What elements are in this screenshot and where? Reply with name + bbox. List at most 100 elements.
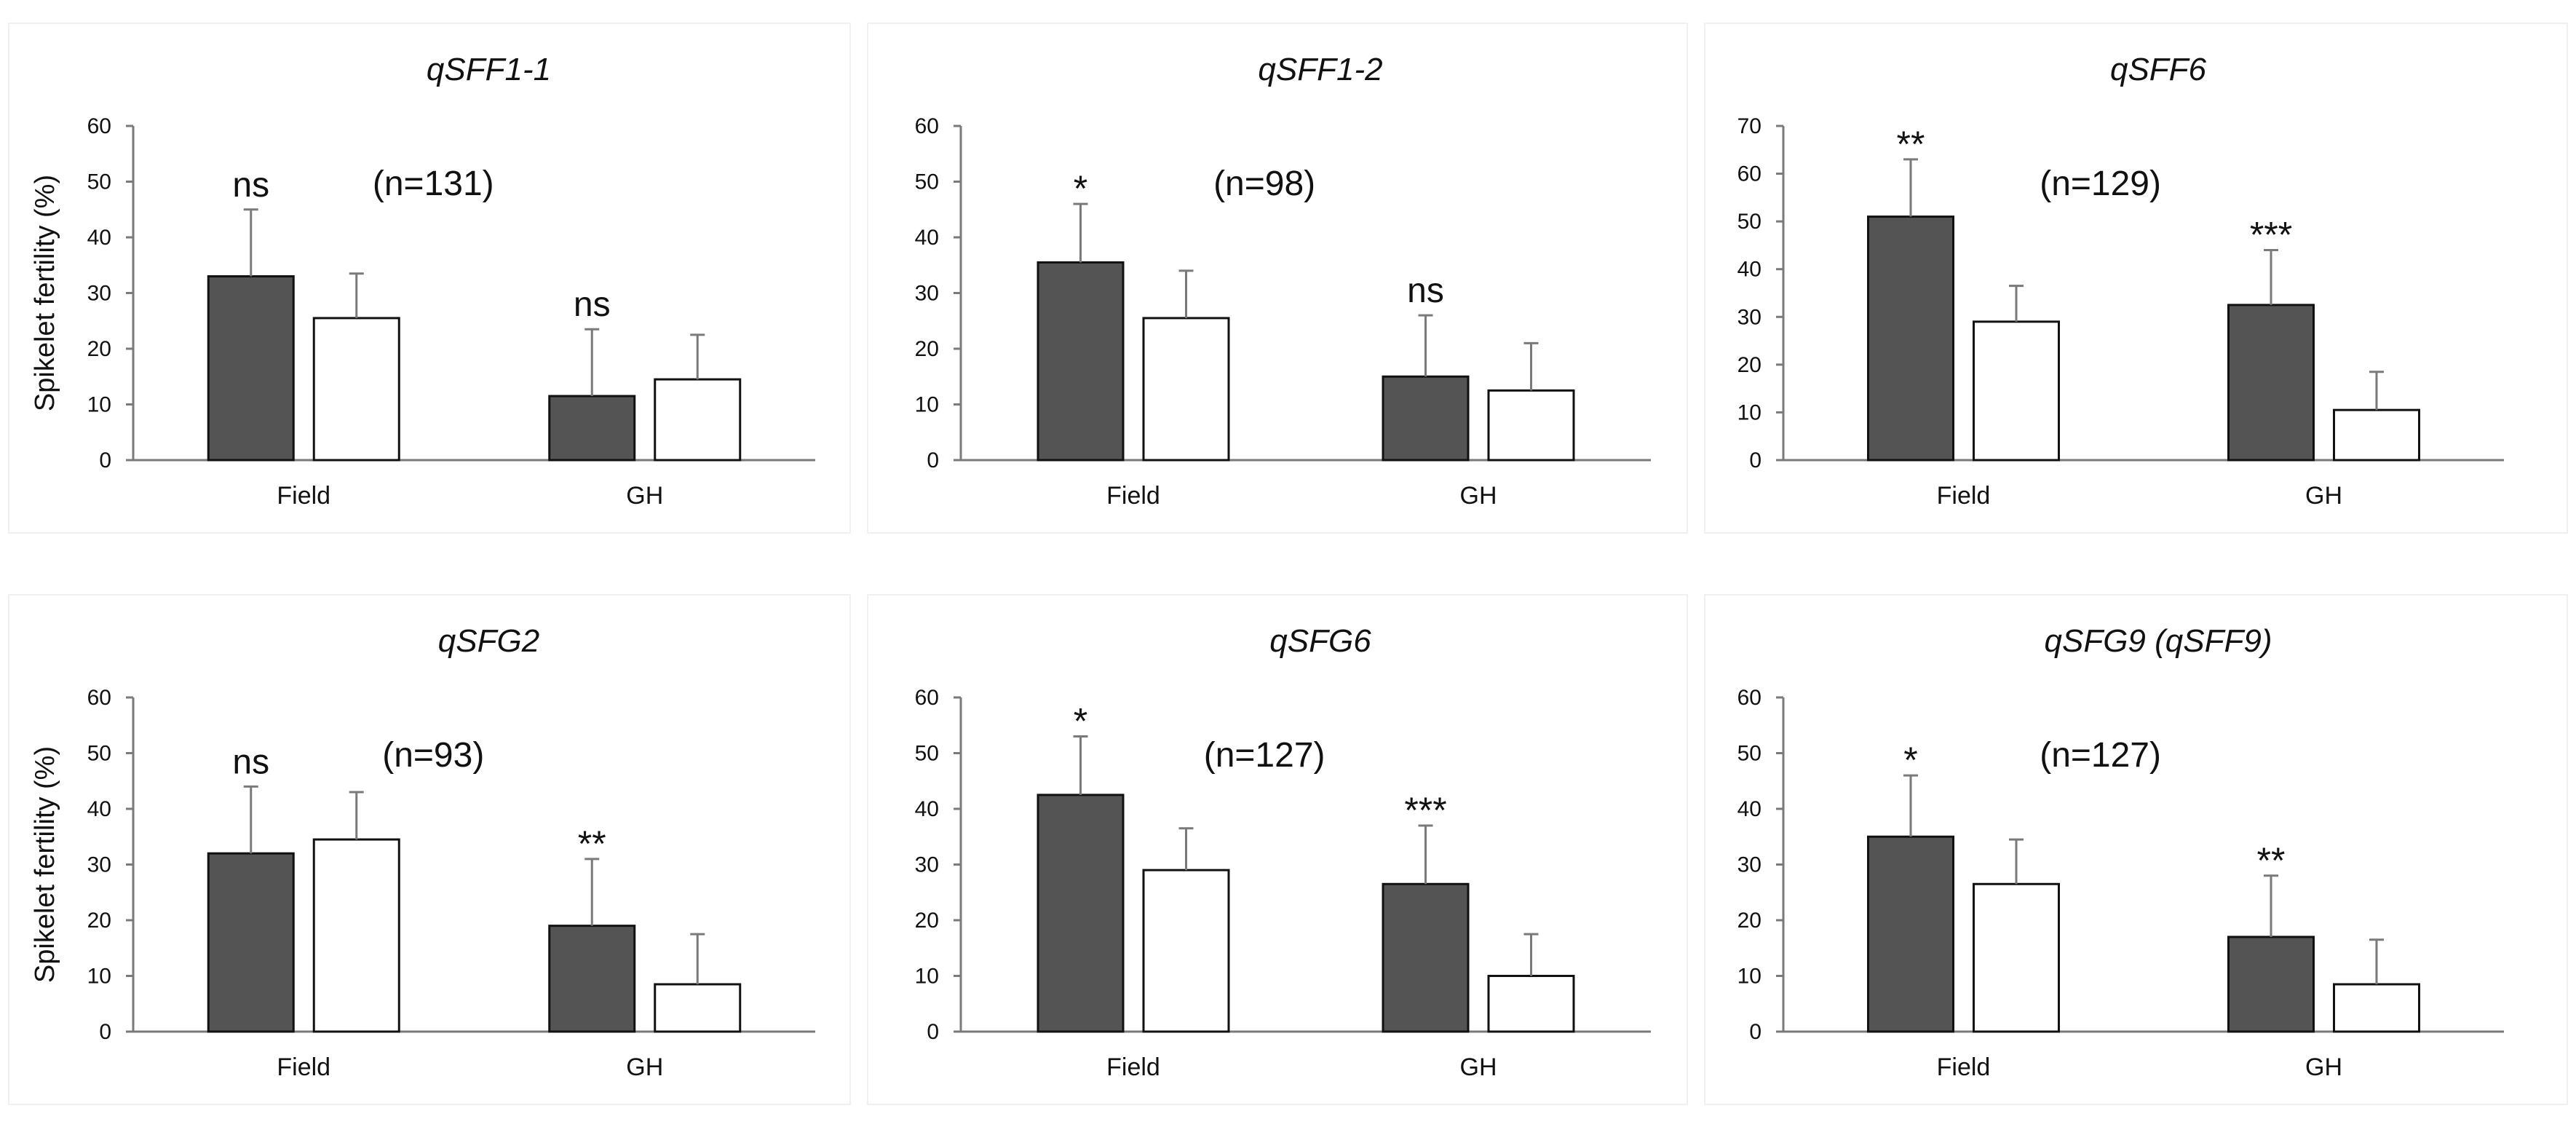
chart-panel-qSFF1-1: qSFF1-1 (n=131) Spikelet fertility (%) 0 10 2…	[8, 23, 851, 534]
bar-dark-field	[207, 852, 295, 1033]
sample-size-label: (n=98)	[1213, 165, 1315, 203]
y-tick-label: 60	[915, 114, 939, 138]
y-tick-label: 20	[87, 909, 111, 933]
significance-label: ns	[232, 743, 269, 781]
x-category-label: Field	[277, 1053, 330, 1081]
sample-size-label: (n=129)	[2040, 165, 2161, 203]
y-tick-label: 10	[1737, 965, 1761, 989]
y-tick-label: 0	[99, 1020, 111, 1044]
y-tick-label: 50	[1737, 210, 1761, 234]
y-tick-label: 50	[1737, 742, 1761, 766]
significance-label: *	[1074, 168, 1087, 209]
significance-label: ns	[574, 285, 611, 324]
y-axis-label: Spikelet fertility (%)	[30, 175, 60, 411]
y-tick-label: 40	[87, 797, 111, 821]
bar-dark-field	[1037, 261, 1125, 462]
y-tick-label: 10	[915, 393, 939, 417]
significance-label: ***	[1404, 790, 1446, 831]
x-category-label: GH	[2305, 1053, 2342, 1081]
bar-dark-field	[1867, 215, 1954, 462]
significance-label: ns	[232, 166, 269, 205]
sample-size-label: (n=127)	[2040, 736, 2161, 775]
significance-label: *	[1903, 740, 1917, 780]
y-tick-label: 0	[1749, 1020, 1761, 1044]
chart-title: qSFF1-1	[427, 52, 551, 87]
y-tick-label: 30	[1737, 305, 1761, 329]
y-tick-label: 10	[87, 965, 111, 989]
y-tick-label: 10	[1737, 400, 1761, 424]
x-category-label: GH	[1460, 482, 1497, 510]
bar-dark-gh	[2227, 304, 2315, 462]
y-axis-label: Spikelet fertility (%)	[30, 746, 60, 983]
bar-white-field	[1973, 882, 2060, 1033]
y-tick-label: 40	[915, 797, 939, 821]
bar-white-field	[1142, 869, 1230, 1033]
y-tick-label: 30	[87, 853, 111, 877]
sample-size-label: (n=93)	[382, 736, 484, 775]
y-tick-label: 60	[1737, 162, 1761, 186]
y-tick-label: 30	[1737, 853, 1761, 877]
chart-title: qSFF6	[2110, 52, 2207, 87]
y-tick-label: 10	[87, 393, 111, 417]
chart-title: qSFG6	[1269, 623, 1371, 659]
chart-title: qSFG2	[438, 623, 539, 659]
x-category-label: GH	[626, 482, 663, 510]
chart-panel-qSFF6: qSFF6 (n=129) 0 10 20 30 40 50 60 70 ** Field *** GH	[1704, 23, 2568, 534]
panel-frame	[1704, 594, 2568, 1105]
significance-label: ***	[2250, 214, 2292, 255]
chart-title: qSFF1-2	[1258, 52, 1382, 87]
x-category-label: GH	[626, 1053, 663, 1081]
y-tick-label: 0	[927, 1020, 939, 1044]
chart-panel-qSFF1-2: qSFF1-2 (n=98) 0 10 20 30 40 50 60 * Field ns GH	[867, 23, 1688, 534]
bar-white-gh	[654, 983, 742, 1033]
sample-size-label: (n=127)	[1204, 736, 1325, 775]
significance-label: *	[1074, 701, 1087, 742]
y-tick-label: 20	[1737, 909, 1761, 933]
y-tick-label: 50	[915, 170, 939, 194]
y-tick-label: 20	[87, 337, 111, 361]
x-category-label: Field	[1106, 1053, 1160, 1081]
y-tick-label: 30	[915, 853, 939, 877]
chart-title: qSFG9 (qSFF9)	[2045, 623, 2272, 659]
y-tick-label: 50	[87, 170, 111, 194]
bar-dark-field	[207, 275, 295, 462]
bar-white-gh	[2333, 408, 2420, 462]
y-tick-label: 40	[1737, 797, 1761, 821]
bar-dark-gh	[548, 925, 636, 1033]
x-category-label: GH	[2305, 482, 2342, 510]
y-tick-label: 20	[915, 337, 939, 361]
significance-label: ns	[1407, 272, 1444, 310]
significance-label: **	[578, 823, 606, 864]
y-tick-label: 60	[87, 686, 111, 710]
x-category-label: Field	[277, 482, 330, 510]
y-tick-label: 60	[87, 114, 111, 138]
bar-white-field	[1973, 320, 2060, 462]
chart-panel-qSFG2: qSFG2 (n=93) Spikelet fertility (%) 0 10 20 30…	[8, 594, 851, 1105]
bar-white-gh	[1487, 389, 1575, 462]
y-tick-label: 30	[87, 282, 111, 306]
x-category-label: Field	[1937, 482, 1991, 510]
bar-dark-field	[1037, 794, 1125, 1033]
bar-white-gh	[654, 378, 742, 462]
x-category-label: GH	[1460, 1053, 1497, 1081]
y-tick-label: 40	[915, 226, 939, 250]
y-tick-label: 0	[1749, 448, 1761, 472]
bar-dark-gh	[548, 395, 636, 462]
bar-white-field	[312, 317, 400, 462]
y-tick-label: 50	[915, 742, 939, 766]
bar-dark-gh	[1382, 882, 1470, 1033]
bar-white-field	[312, 838, 400, 1033]
panel-frame	[1704, 23, 2568, 534]
y-tick-label: 10	[915, 965, 939, 989]
y-tick-label: 0	[927, 448, 939, 472]
sample-size-label: (n=131)	[373, 165, 494, 203]
bar-dark-gh	[1382, 375, 1470, 462]
significance-label: **	[2257, 840, 2286, 881]
x-category-label: Field	[1106, 482, 1160, 510]
y-tick-label: 20	[1737, 353, 1761, 377]
chart-panel-qSFG6: qSFG6 (n=127) 0 10 20 30 40 50 60 * Field *** GH	[867, 594, 1688, 1105]
chart-panel-qSFG9: qSFG9 (qSFF9) (n=127) 0 10 20 30 40 50 60 * Field *…	[1704, 594, 2568, 1105]
bar-dark-gh	[2227, 936, 2315, 1033]
bar-white-gh	[1487, 975, 1575, 1033]
